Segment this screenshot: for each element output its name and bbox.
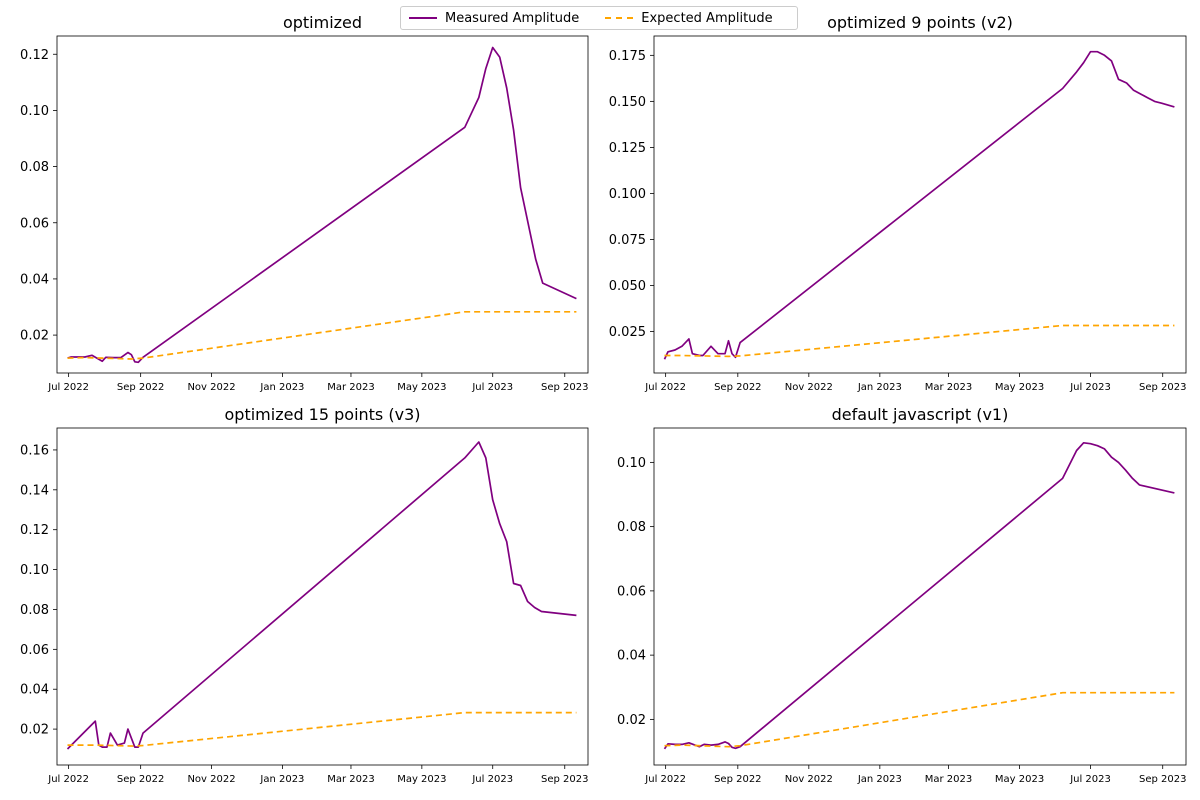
x-tick-label: Sep 2022 — [714, 382, 761, 393]
chart-panel-2: optimized 9 points (v2) Jul 2022 Sep 2022 N… — [609, 13, 1187, 393]
x-tick-label: Jul 2023 — [1069, 382, 1111, 393]
x-tick-label: Mar 2023 — [327, 774, 375, 785]
y-tick-label: 0.025 — [609, 325, 646, 340]
x-tick-label: Mar 2023 — [925, 774, 973, 785]
y-tick-label: 0.12 — [20, 48, 49, 63]
x-tick-label: Jul 2023 — [1069, 774, 1111, 785]
y-tick-label: 0.06 — [617, 584, 646, 599]
y-tick-label: 0.08 — [20, 603, 49, 618]
chart-panel-1: optimized Jul 2022 Sep 2022 Nov 2022 Jan 202… — [20, 13, 588, 393]
x-tick-label: Sep 2022 — [117, 774, 164, 785]
y-tick-label: 0.02 — [617, 713, 646, 728]
chart-panel-4: default javascript (v1) Jul 2022 Sep 2022 N… — [617, 405, 1186, 785]
y-tick-label: 0.100 — [609, 187, 646, 202]
x-tick-label: Nov 2022 — [785, 774, 833, 785]
x-tick-label: May 2023 — [995, 382, 1044, 393]
x-tick-label: Jul 2022 — [47, 774, 89, 785]
x-tick-label: Mar 2023 — [327, 382, 375, 393]
x-tick-label: May 2023 — [397, 774, 446, 785]
y-tick-label: 0.04 — [20, 272, 49, 287]
chart-title: optimized — [283, 13, 362, 32]
axes-frame — [56, 427, 589, 766]
x-tick-label: Jul 2022 — [47, 382, 89, 393]
axes-frame — [653, 35, 1187, 374]
x-tick-label: Mar 2023 — [925, 382, 973, 393]
axes-frame — [653, 427, 1187, 766]
y-tick-label: 0.175 — [609, 49, 646, 64]
x-tick-label: May 2023 — [397, 382, 446, 393]
x-tick-label: May 2023 — [995, 774, 1044, 785]
x-tick-label: Sep 2023 — [1139, 382, 1186, 393]
legend-entry-measured: Measured Amplitude — [409, 11, 579, 26]
series-line-expected — [67, 310, 577, 360]
x-tick-label: Sep 2023 — [1139, 774, 1186, 785]
legend-swatch-expected — [605, 17, 634, 19]
x-tick-label: Nov 2022 — [187, 382, 235, 393]
y-tick-label: 0.16 — [20, 443, 49, 458]
legend: Measured Amplitude Expected Amplitude — [400, 6, 798, 30]
legend-label-measured: Measured Amplitude — [445, 10, 580, 26]
chart-title: optimized 9 points (v2) — [827, 13, 1013, 32]
x-tick-label: Sep 2022 — [714, 774, 761, 785]
y-tick-label: 0.10 — [617, 456, 646, 471]
x-tick-label: Jan 2023 — [259, 774, 304, 785]
series-line-expected — [664, 324, 1175, 358]
x-tick-label: Jul 2022 — [644, 774, 686, 785]
y-tick-label: 0.04 — [20, 683, 49, 698]
legend-entry-expected: Expected Amplitude — [605, 10, 773, 26]
x-tick-label: Sep 2023 — [541, 382, 588, 393]
y-tick-label: 0.150 — [609, 95, 646, 110]
y-tick-label: 0.02 — [20, 723, 49, 738]
y-tick-label: 0.10 — [20, 104, 49, 119]
series-line-expected — [67, 711, 577, 747]
legend-swatch-measured — [409, 17, 437, 19]
x-tick-label: Jan 2023 — [857, 382, 902, 393]
x-tick-label: Sep 2022 — [117, 382, 164, 393]
y-tick-label: 0.06 — [20, 216, 49, 231]
series-line-measured — [663, 441, 1175, 750]
series-line-expected — [664, 691, 1175, 748]
x-tick-label: Jul 2023 — [471, 382, 513, 393]
x-tick-label: Nov 2022 — [187, 774, 235, 785]
x-tick-label: Jan 2023 — [857, 774, 902, 785]
y-tick-label: 0.08 — [20, 160, 49, 175]
y-tick-label: 0.050 — [609, 279, 646, 294]
y-tick-label: 0.125 — [609, 141, 646, 156]
legend-label-expected: Expected Amplitude — [641, 10, 773, 26]
x-tick-label: Jul 2023 — [471, 774, 513, 785]
y-tick-label: 0.04 — [617, 649, 646, 664]
y-tick-label: 0.06 — [20, 643, 49, 658]
chart-panel-3: optimized 15 points (v3) Jul 2022 Sep 2022… — [20, 405, 588, 785]
y-tick-label: 0.10 — [20, 563, 49, 578]
y-tick-label: 0.075 — [609, 233, 646, 248]
series-line-measured — [663, 50, 1175, 360]
x-tick-label: Jan 2023 — [259, 382, 304, 393]
y-tick-label: 0.02 — [20, 329, 49, 344]
series-line-measured — [66, 441, 577, 750]
y-tick-label: 0.12 — [20, 523, 49, 538]
series-line-measured — [67, 46, 577, 364]
chart-title: default javascript (v1) — [832, 405, 1009, 424]
x-tick-label: Sep 2023 — [541, 774, 588, 785]
x-tick-label: Jul 2022 — [644, 382, 686, 393]
chart-title: optimized 15 points (v3) — [225, 405, 421, 424]
x-tick-label: Nov 2022 — [785, 382, 833, 393]
y-tick-label: 0.08 — [617, 520, 646, 535]
axes-frame — [56, 35, 589, 374]
y-tick-label: 0.14 — [20, 483, 49, 498]
